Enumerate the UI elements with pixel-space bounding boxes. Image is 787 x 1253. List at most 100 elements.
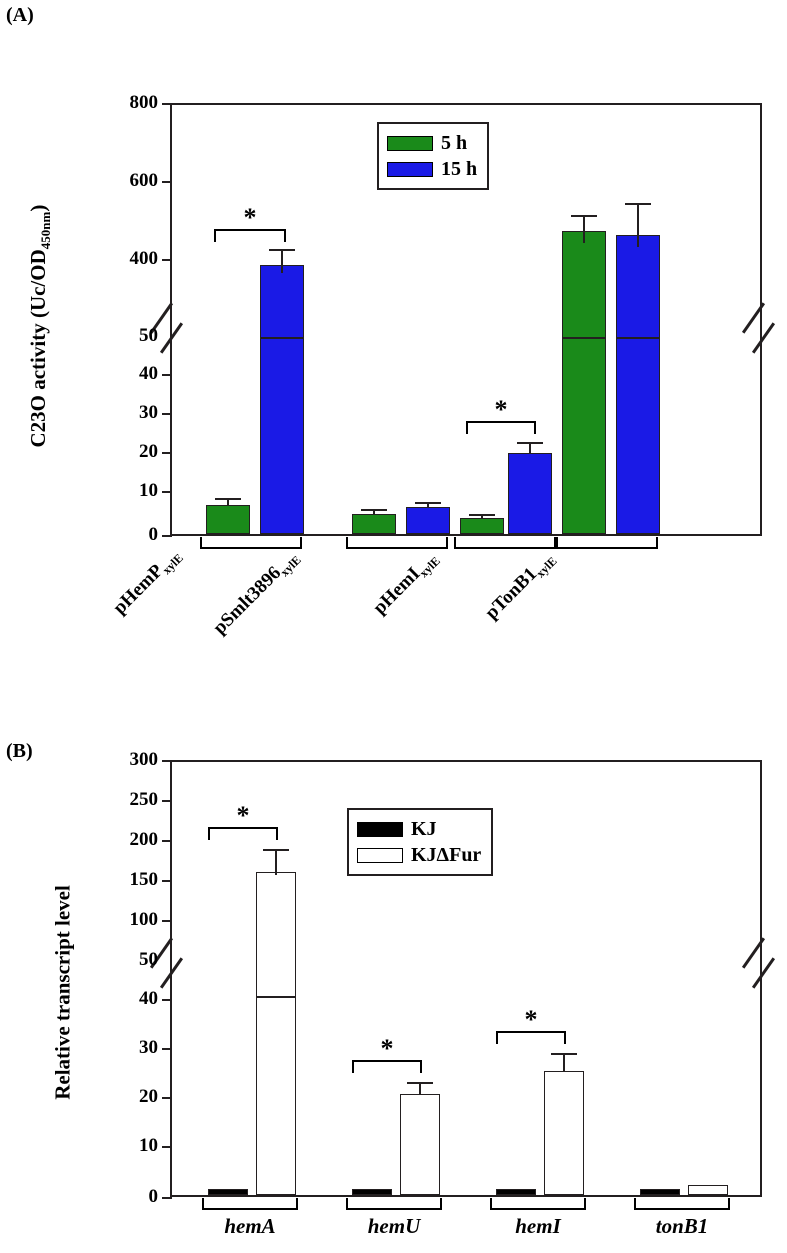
bar-panel-a-15h-pTonB1-upper xyxy=(616,235,660,338)
panel-a-tag: (A) xyxy=(6,4,34,26)
ytick-b-300: 300 xyxy=(129,749,159,770)
bar-panel-a-15h-pTonB1-lower xyxy=(616,338,660,534)
errorbar-cap-panel-b-KJdFur-hemU xyxy=(407,1082,433,1084)
bar-panel-b-KJdFur-hemA-lower xyxy=(256,997,296,1195)
xlabel-tonB1: tonB1 xyxy=(655,1214,709,1238)
tickmark-a-20 xyxy=(162,452,172,454)
bar-panel-b-KJ-hemI xyxy=(496,1189,536,1195)
ytick-b-150: 150 xyxy=(129,869,159,890)
legend-label-5h: 5 h xyxy=(441,131,468,154)
errorbar-panel-b-KJdFur-hemI xyxy=(563,1054,565,1071)
significance-bracket-hemU xyxy=(352,1060,422,1073)
ytick-b-200: 200 xyxy=(129,829,159,850)
errorbar-cap-panel-a-15h-pTonB1 xyxy=(625,203,651,205)
group-bracket-pHemI xyxy=(454,537,556,549)
significance-star-pHemI: * xyxy=(494,395,508,424)
legend-swatch-5h xyxy=(387,135,433,151)
xlabel-pTonB1: pTonB1xylE xyxy=(481,553,560,624)
tickmark-a-400 xyxy=(162,259,172,261)
ytick-b-20: 20 xyxy=(139,1086,158,1107)
xlabel-hemU: hemU xyxy=(367,1214,421,1238)
tickmark-a-600 xyxy=(162,181,172,183)
bar-panel-b-KJdFur-hemU xyxy=(400,1094,440,1195)
errorbar-panel-a-15h-pTonB1 xyxy=(637,204,639,247)
bar-panel-b-KJ-hemU xyxy=(352,1189,392,1195)
tickmark-b-20 xyxy=(162,1097,172,1099)
errorbar-panel-a-5h-pSmlt3896 xyxy=(373,510,375,514)
ytick-a-800: 800 xyxy=(129,92,159,113)
tickmark-b-150 xyxy=(162,880,172,882)
ytick-b-40: 40 xyxy=(139,988,158,1009)
legend-label-KJdFur: KJΔFur xyxy=(411,843,482,866)
errorbar-panel-a-15h-pHemP xyxy=(281,250,283,273)
bar-panel-a-15h-pHemP-upper xyxy=(260,265,304,338)
bar-panel-a-5h-pTonB1-lower xyxy=(562,338,606,534)
bar-panel-b-KJdFur-hemI xyxy=(544,1071,584,1195)
tickmark-b-10 xyxy=(162,1146,172,1148)
bar-panel-a-15h-pHemP-lower xyxy=(260,338,304,534)
bar-panel-b-KJdFur-tonB1 xyxy=(688,1185,728,1195)
errorbar-panel-a-5h-pHemP xyxy=(227,499,229,505)
errorbar-cap-panel-a-5h-pSmlt3896 xyxy=(361,509,387,511)
legend-label-15h: 15 h xyxy=(441,157,478,180)
tickmark-a-40 xyxy=(162,374,172,376)
significance-bracket-hemA xyxy=(208,827,278,840)
bar-panel-a-5h-pHemI xyxy=(460,518,504,534)
tickmark-b-250 xyxy=(162,800,172,802)
ytick-b-250: 250 xyxy=(129,789,159,810)
panel-a-y-axis-title: C23O activity (Uc/OD450nm) xyxy=(25,204,54,448)
errorbar-panel-b-KJdFur-hemA xyxy=(275,850,277,875)
ytick-a-30: 30 xyxy=(139,402,158,423)
panel-b-y-axis-title: Relative transcript level xyxy=(50,885,75,1100)
legend-label-KJ: KJ xyxy=(411,817,437,840)
tickmark-b-40 xyxy=(162,999,172,1001)
panel-b-plot-area: * * * KJ KJΔFur xyxy=(170,760,762,1197)
tickmark-b-200 xyxy=(162,840,172,842)
legend-item-15h: 15 h xyxy=(387,156,477,182)
errorbar-panel-a-15h-pHemI xyxy=(529,443,531,453)
bar-panel-a-15h-pSmlt3896 xyxy=(406,507,450,534)
tickmark-a-10 xyxy=(162,491,172,493)
legend-swatch-KJ xyxy=(357,821,403,837)
ytick-b-100: 100 xyxy=(129,909,159,930)
ytick-a-40: 40 xyxy=(139,363,158,384)
tickmark-b-100 xyxy=(162,920,172,922)
group-bracket-pSmlt3896 xyxy=(346,537,448,549)
bar-panel-b-KJ-hemA xyxy=(208,1189,248,1195)
legend-item-KJdFur: KJΔFur xyxy=(357,842,481,868)
tickmark-b-30 xyxy=(162,1048,172,1050)
panel-b-tag: (B) xyxy=(6,740,33,762)
significance-bracket-pHemI xyxy=(466,421,536,434)
tickmark-a-0 xyxy=(162,535,172,537)
significance-bracket-hemI xyxy=(496,1031,566,1044)
bar-panel-b-KJ-tonB1 xyxy=(640,1189,680,1195)
errorbar-panel-a-5h-pHemI xyxy=(481,515,483,518)
legend-item-5h: 5 h xyxy=(387,130,477,156)
panel-b-legend: KJ KJΔFur xyxy=(347,808,494,876)
errorbar-cap-panel-a-5h-pTonB1 xyxy=(571,215,597,217)
xlabel-hemI: hemI xyxy=(515,1214,561,1238)
ytick-b-50: 50 xyxy=(139,949,158,970)
bar-panel-b-KJdFur-hemA-upper xyxy=(256,872,296,997)
ytick-a-0: 0 xyxy=(148,524,159,545)
significance-star-hemU: * xyxy=(380,1034,394,1063)
bar-panel-a-5h-pSmlt3896 xyxy=(352,514,396,534)
group-bracket-hemA xyxy=(202,1198,298,1210)
bar-panel-a-5h-pHemP xyxy=(206,505,250,534)
group-bracket-hemI xyxy=(490,1198,586,1210)
legend-swatch-15h xyxy=(387,161,433,177)
group-bracket-pHemP xyxy=(200,537,302,549)
ytick-b-10: 10 xyxy=(139,1135,158,1156)
tickmark-b-300 xyxy=(162,760,172,762)
ytick-a-10: 10 xyxy=(139,480,158,501)
errorbar-cap-panel-a-15h-pHemI xyxy=(517,442,543,444)
significance-star-pHemP: * xyxy=(243,203,257,232)
errorbar-cap-panel-a-15h-pHemP xyxy=(269,249,295,251)
group-bracket-hemU xyxy=(346,1198,442,1210)
errorbar-cap-panel-b-KJdFur-hemA xyxy=(263,849,289,851)
errorbar-cap-panel-a-15h-pSmlt3896 xyxy=(415,502,441,504)
tickmark-b-0 xyxy=(162,1197,172,1199)
errorbar-panel-a-5h-pTonB1 xyxy=(583,216,585,243)
errorbar-cap-panel-b-KJdFur-hemI xyxy=(551,1053,577,1055)
